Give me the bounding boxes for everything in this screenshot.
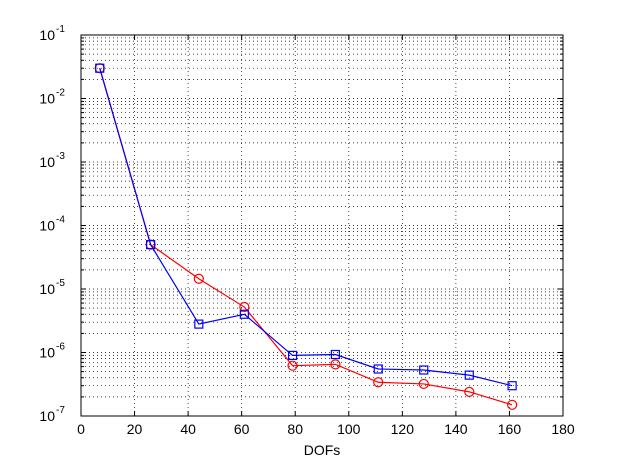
y-tick-exponent: -1 bbox=[56, 24, 65, 35]
x-tick-label: 140 bbox=[444, 421, 468, 437]
x-tick-label: 180 bbox=[551, 421, 575, 437]
data-point-circle bbox=[330, 359, 341, 370]
series-line bbox=[99, 68, 513, 387]
grid-layer bbox=[81, 35, 563, 416]
y-tick-label: 10 bbox=[39, 408, 55, 424]
data-point-circle bbox=[418, 378, 429, 390]
x-tick-label: 160 bbox=[498, 421, 522, 437]
data-point-square bbox=[239, 309, 249, 319]
data-point-square bbox=[194, 319, 204, 329]
data-point-square bbox=[95, 63, 105, 73]
y-tick-label: 10 bbox=[39, 345, 55, 361]
y-tick-exponent: -3 bbox=[56, 151, 65, 162]
data-point-square bbox=[419, 365, 429, 375]
series-layer bbox=[94, 63, 518, 410]
data-point-square bbox=[330, 349, 340, 360]
y-tick-exponent: -5 bbox=[56, 278, 65, 289]
x-tick-label: 40 bbox=[180, 421, 196, 437]
data-point-circle bbox=[507, 399, 518, 410]
tick-layer: 0 20 40 60 80 100 120 140 160 18010-710-610-510-4… bbox=[39, 24, 574, 437]
y-tick-exponent: -6 bbox=[56, 342, 65, 353]
x-tick-label: 0 bbox=[77, 421, 85, 437]
data-point-circle bbox=[287, 360, 298, 371]
y-tick-exponent: -7 bbox=[56, 405, 65, 416]
y-tick-label: 10 bbox=[39, 218, 55, 234]
y-tick-label: 10 bbox=[39, 91, 55, 107]
data-point-square bbox=[287, 350, 298, 361]
data-point-circle bbox=[373, 377, 384, 388]
y-tick-label: 10 bbox=[39, 27, 55, 43]
x-axis-label: DOFs bbox=[304, 442, 341, 458]
data-point-circle bbox=[239, 301, 250, 313]
data-point-square bbox=[507, 381, 517, 391]
data-point-circle bbox=[464, 386, 475, 397]
data-point-square bbox=[464, 370, 474, 380]
x-tick-label: 80 bbox=[287, 421, 303, 437]
x-tick-label: 100 bbox=[337, 421, 361, 437]
y-tick-exponent: -2 bbox=[56, 88, 65, 99]
data-point-square bbox=[146, 240, 156, 250]
x-tick-label: 20 bbox=[127, 421, 143, 437]
x-tick-label: 120 bbox=[391, 421, 415, 437]
series-square bbox=[95, 63, 517, 391]
y-tick-label: 10 bbox=[39, 281, 55, 297]
data-point-square bbox=[373, 364, 383, 374]
x-tick-label: 60 bbox=[234, 421, 250, 437]
y-tick-exponent: -4 bbox=[56, 215, 65, 226]
data-point-circle bbox=[193, 273, 204, 284]
series-line bbox=[99, 68, 513, 406]
y-tick-label: 10 bbox=[39, 154, 55, 170]
